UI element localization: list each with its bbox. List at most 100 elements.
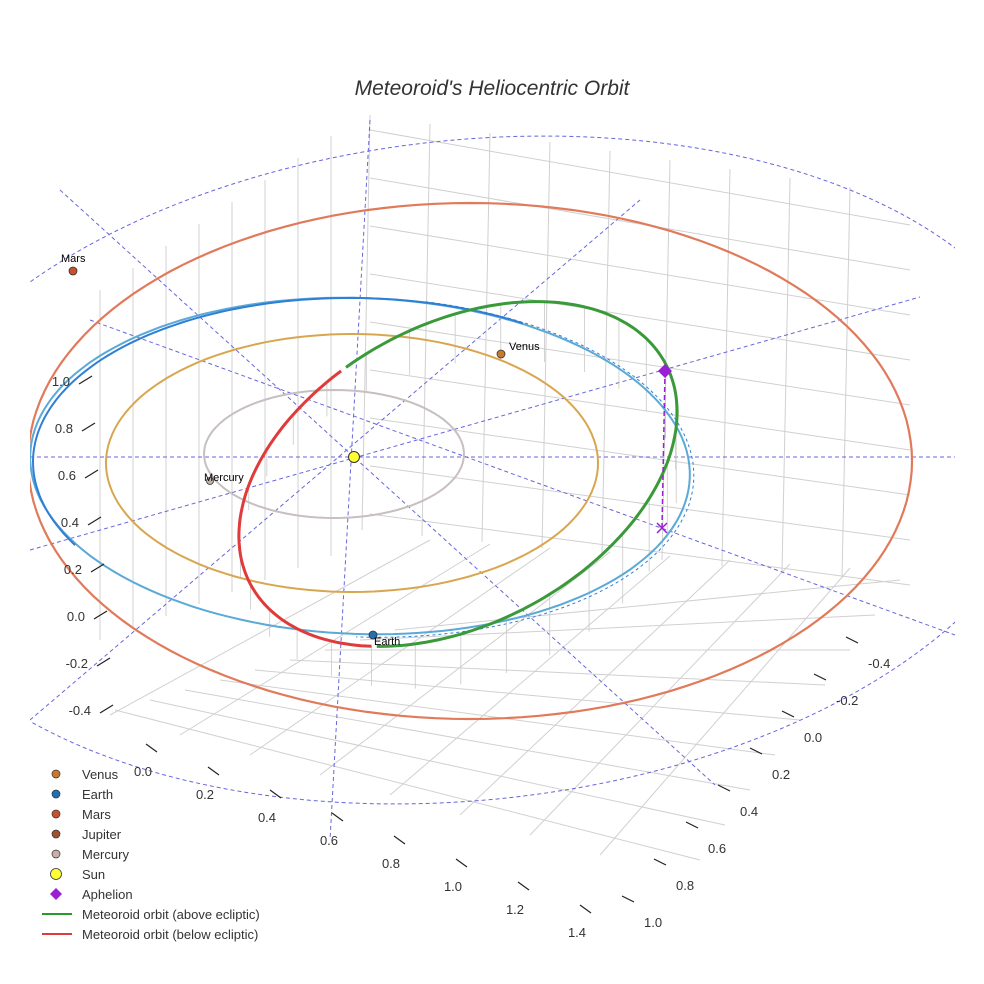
legend-dot-icon xyxy=(51,849,61,859)
aphelion-projection-marker xyxy=(656,522,668,534)
y-axis-ticks: -0.4 -0.2 0.0 0.2 0.4 0.6 0.8 1.0 xyxy=(621,636,890,930)
x-tick: 1.2 xyxy=(506,881,530,917)
aphelion-marker xyxy=(658,364,672,378)
earth-orbit-projection xyxy=(356,301,695,638)
legend-label: Earth xyxy=(82,787,113,802)
y-tick: -0.4 xyxy=(845,636,890,671)
z-tick: 1.0 xyxy=(52,374,93,389)
grid-line xyxy=(529,563,791,836)
grid-line xyxy=(149,699,726,826)
z-axis-ticks: -0.4 -0.2 0.0 0.2 0.4 0.6 0.8 1.0 xyxy=(52,374,114,718)
legend-item[interactable]: Aphelion xyxy=(50,887,133,902)
grid-line xyxy=(459,559,731,816)
grid-line xyxy=(421,123,431,537)
legend-label: Aphelion xyxy=(82,887,133,902)
z-tick-label: 1.0 xyxy=(52,374,70,389)
mars-marker xyxy=(68,266,78,276)
z-tick: -0.4 xyxy=(69,703,114,718)
mercury-orbit xyxy=(202,388,466,520)
meteoroid-orbit-above xyxy=(345,300,679,648)
grid-line xyxy=(389,555,671,796)
z-tick: 0.0 xyxy=(67,609,108,624)
grid-line xyxy=(394,579,901,631)
z-tick: 0.2 xyxy=(64,562,105,577)
earth-marker xyxy=(368,630,378,640)
grid-line xyxy=(289,659,826,686)
grid-line xyxy=(599,567,851,856)
y-tick: 1.0 xyxy=(621,895,662,930)
z-tick-label: 0.8 xyxy=(55,421,73,436)
legend-item[interactable]: Mercury xyxy=(51,847,129,862)
x-tick: 1.0 xyxy=(444,858,468,894)
venus-orbit xyxy=(104,332,600,594)
grid-line xyxy=(369,369,911,451)
venus-label: Venus xyxy=(509,341,540,353)
grid-line xyxy=(369,513,911,586)
z-tick-label: 0.4 xyxy=(61,515,79,530)
mars-label: Mars xyxy=(61,253,86,265)
y-tick: 0.2 xyxy=(749,747,790,782)
legend-dot-icon xyxy=(51,789,61,799)
x-tick-label: 1.4 xyxy=(568,925,586,940)
x-tick: 0.6 xyxy=(320,812,344,848)
ecliptic-axis xyxy=(30,199,641,721)
legend-label: Mars xyxy=(82,807,111,822)
legend-label: Meteoroid orbit (above ecliptic) xyxy=(82,907,260,922)
ecliptic-ring xyxy=(30,135,955,805)
legend-item[interactable]: Mars xyxy=(51,807,111,822)
grid-line xyxy=(601,150,611,555)
legend-item[interactable]: Venus xyxy=(51,767,119,782)
legend-item[interactable]: Earth xyxy=(51,787,113,802)
legend-diamond-icon xyxy=(50,888,62,900)
legend-sun-icon xyxy=(50,868,62,880)
chart-title: Meteoroid's Heliocentric Orbit xyxy=(355,77,631,100)
grid-line xyxy=(179,543,491,736)
z-tick-label: -0.2 xyxy=(66,656,88,671)
z-tick-label: 0.0 xyxy=(67,609,85,624)
x-tick-label: 1.2 xyxy=(506,902,524,917)
y-tick-label: 0.8 xyxy=(676,878,694,893)
grid-line xyxy=(369,225,911,316)
legend-item[interactable]: Sun xyxy=(50,867,106,882)
legend-item[interactable]: Meteoroid orbit (above ecliptic) xyxy=(42,907,260,922)
grid-line xyxy=(481,132,491,543)
ecliptic-axis xyxy=(59,189,716,786)
x-axis-ticks: 0.0 0.2 0.4 0.6 0.8 1.0 1.2 1.4 xyxy=(134,743,592,940)
legend-label: Sun xyxy=(82,867,105,882)
x-tick-label: 0.8 xyxy=(382,856,400,871)
ecliptic-axis xyxy=(329,119,371,841)
x-tick-label: 0.0 xyxy=(134,764,152,779)
aphelion-projection-line xyxy=(661,370,666,529)
grid-line xyxy=(359,614,876,641)
z-tick-label: -0.4 xyxy=(69,703,91,718)
legend: Venus Earth Mars Jupiter Mercury Sun Aphelion M… xyxy=(42,767,260,942)
sun-marker xyxy=(348,451,360,463)
y-tick: 0.4 xyxy=(717,784,758,819)
grid-line xyxy=(541,141,551,549)
y-tick: -0.2 xyxy=(813,673,858,708)
legend-item[interactable]: Meteoroid orbit (below ecliptic) xyxy=(42,927,258,942)
z-tick: 0.8 xyxy=(55,421,96,436)
legend-dot-icon xyxy=(51,769,61,779)
grid-line xyxy=(369,273,911,361)
grid-line xyxy=(319,551,611,776)
grid-line xyxy=(841,186,851,579)
legend-label: Meteoroid orbit (below ecliptic) xyxy=(82,927,258,942)
grid-line xyxy=(369,465,911,541)
x-tick: 0.2 xyxy=(196,766,220,802)
meteoroid-orbit-below xyxy=(237,369,372,648)
z-tick-label: 0.2 xyxy=(64,562,82,577)
legend-item[interactable]: Jupiter xyxy=(51,827,122,842)
y-tick-label: 1.0 xyxy=(644,915,662,930)
grid-line xyxy=(361,114,371,531)
grid-line xyxy=(369,129,911,226)
grid-line xyxy=(369,177,911,271)
x-tick: 0.0 xyxy=(134,743,158,779)
legend-label: Venus xyxy=(82,767,119,782)
grid-line xyxy=(249,547,551,756)
z-tick: 0.4 xyxy=(61,515,102,530)
grid-line xyxy=(781,177,791,573)
x-tick-label: 0.6 xyxy=(320,833,338,848)
